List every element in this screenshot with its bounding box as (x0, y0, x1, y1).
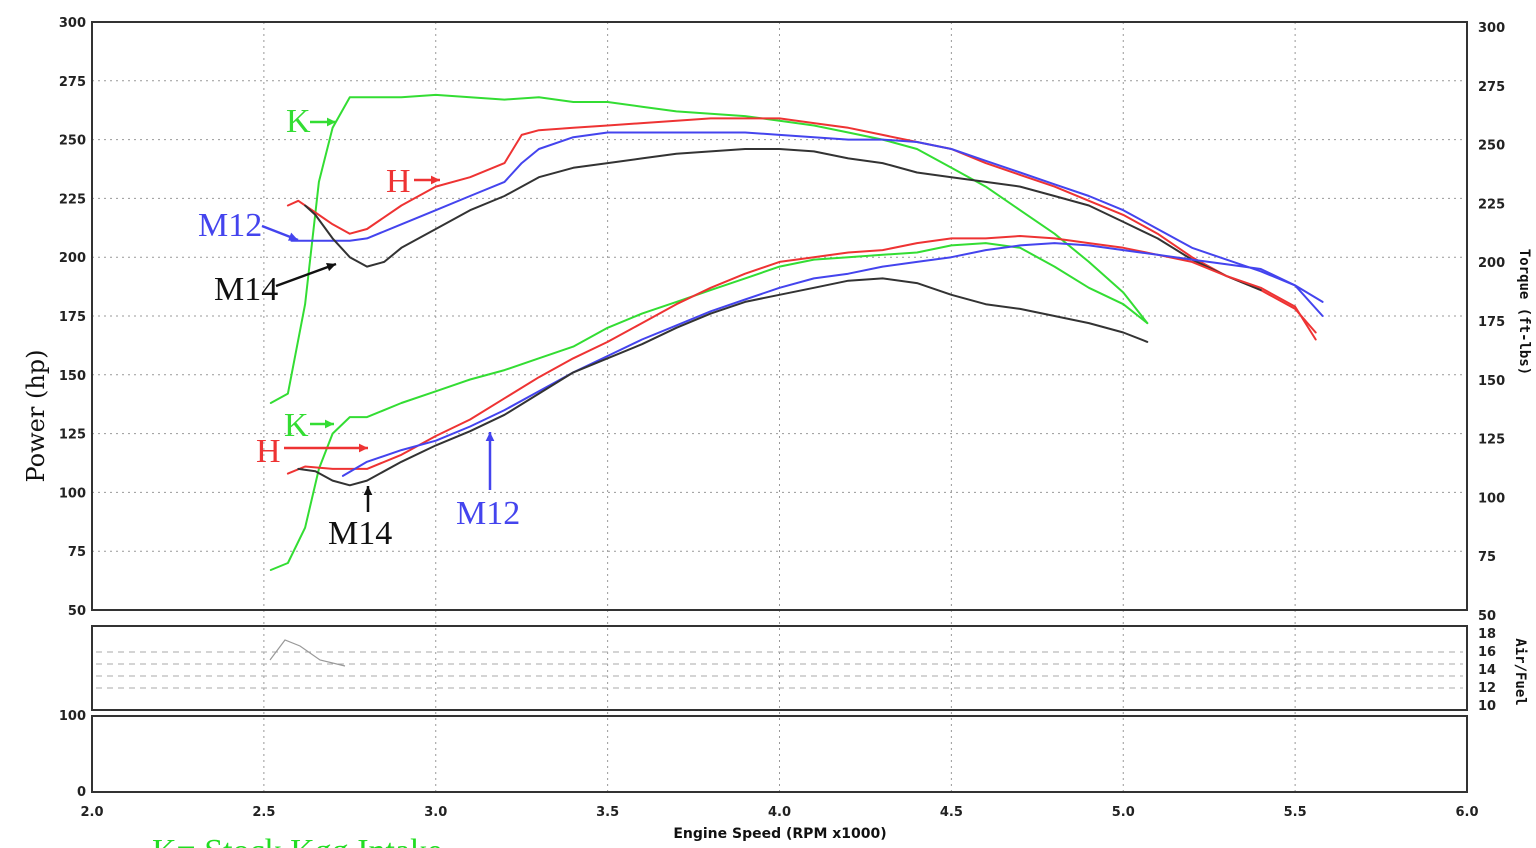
annotation-arrowhead (326, 263, 336, 272)
annotation-m14: M14 (328, 515, 392, 552)
y-tick-label-left: 100 (59, 486, 86, 501)
y-tick-label-right: 275 (1478, 80, 1505, 95)
x-axis-title: Engine Speed (RPM x1000) (673, 826, 886, 842)
y-tick-label-right: 100 (1478, 491, 1505, 506)
y-tick-label-left: 75 (68, 545, 86, 560)
y-tick-label-right: 200 (1478, 256, 1505, 271)
x-tick-label: 4.5 (940, 805, 963, 820)
series-line-m12-torque (290, 131, 1324, 303)
annotation-h: H (386, 163, 411, 200)
y-tick-label-left: 250 (59, 134, 86, 149)
plot-frames (91, 21, 1468, 793)
y-axis-right-title: Torque (ft-lbs) (1516, 249, 1532, 375)
annotation-m12: M12 (456, 495, 520, 532)
x-tick-label: 2.0 (80, 805, 103, 820)
y-tick-label-left: 275 (59, 75, 86, 90)
y-tick-label-left: 225 (59, 192, 86, 207)
series-lines (269, 93, 1324, 571)
air-fuel-tick-label: 18 (1478, 627, 1496, 642)
annotation-arrowhead (326, 117, 336, 127)
air-fuel-tick-label: 16 (1478, 645, 1496, 660)
air-fuel-panel-frame (91, 625, 1468, 711)
y-axis-left-title: Power (hp) (22, 349, 50, 482)
annotation-arrowhead (363, 486, 373, 496)
air-fuel-tick-label: 10 (1478, 699, 1496, 714)
series-line-m14-torque (304, 148, 1262, 292)
air-fuel-spike (269, 639, 346, 667)
y-tick-label-right: 50 (1478, 609, 1496, 624)
annotation-arrow (275, 262, 337, 288)
tick-labels: 2.0 2.5 3.0 3.5 4.0 4.5 5.0 5.5 6.0 300 275 250 225 2… (59, 16, 1505, 820)
y-tick-label-left: 175 (59, 310, 86, 325)
lower-panel-tick-label: 100 (59, 709, 86, 724)
annotation-arrowhead (324, 419, 334, 429)
x-tick-label: 2.5 (252, 805, 275, 820)
air-fuel-title: Air/Fuel (1512, 638, 1528, 705)
series-line-h-torque (286, 117, 1317, 334)
annotation-m14: M14 (214, 271, 278, 308)
annotation-arrowhead (485, 432, 495, 442)
y-tick-label-right: 125 (1478, 433, 1505, 448)
x-tick-label: 3.5 (596, 805, 619, 820)
annotation-arrowhead (288, 232, 298, 241)
y-tick-label-left: 50 (68, 604, 86, 619)
air-fuel-tick-label: 14 (1478, 663, 1496, 678)
main-plot-frame (91, 21, 1468, 611)
annotation-k: K (286, 103, 311, 140)
annotation-arrowhead (358, 443, 368, 453)
lower-panel-frame (91, 715, 1468, 793)
annotation-k: K (284, 407, 309, 444)
series-line-m14-power (297, 277, 1149, 487)
y-tick-label-left: 125 (59, 428, 86, 443)
x-tick-label: 5.5 (1284, 805, 1307, 820)
series-line-k-power (269, 242, 1149, 571)
annotation-arrowhead (430, 175, 440, 185)
bottom-note: K= Stock Kgg Intake (152, 833, 442, 848)
y-tick-label-right: 75 (1478, 550, 1496, 565)
y-tick-label-right: 150 (1478, 374, 1505, 389)
y-tick-label-right: 250 (1478, 139, 1505, 154)
series-line-k-torque (269, 93, 1149, 404)
x-tick-label: 4.0 (768, 805, 791, 820)
x-tick-label: 5.0 (1112, 805, 1135, 820)
x-tick-label: 3.0 (424, 805, 447, 820)
x-tick-label: 6.0 (1455, 805, 1478, 820)
y-tick-label-right: 225 (1478, 197, 1505, 212)
y-tick-label-right: 175 (1478, 315, 1505, 330)
y-tick-label-left: 300 (59, 16, 86, 31)
y-tick-label-left: 150 (59, 369, 86, 384)
y-tick-label-right: 300 (1478, 21, 1505, 36)
series-line-m12-power (341, 242, 1324, 477)
y-tick-label-left: 200 (59, 251, 86, 266)
air-fuel-traces (96, 639, 1463, 689)
annotation-m12: M12 (198, 207, 262, 244)
air-fuel-tick-label: 12 (1478, 681, 1496, 696)
annotation-h: H (256, 433, 281, 470)
lower-panel-tick-label: 0 (77, 785, 86, 800)
grid (92, 22, 1467, 792)
